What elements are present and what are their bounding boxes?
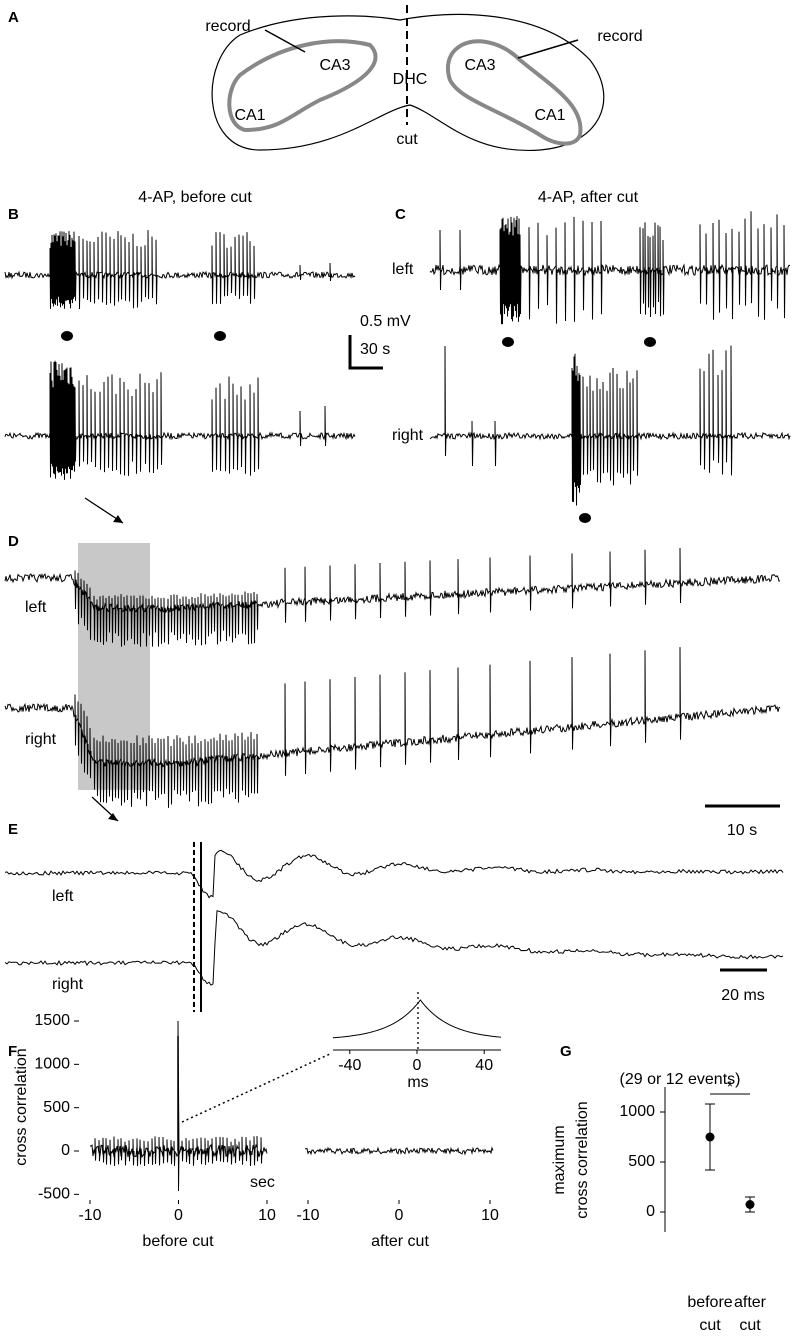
inset-curve	[332, 999, 502, 1039]
diagram-label: record	[597, 28, 642, 45]
x-tick-label: cut	[739, 1317, 761, 1334]
y-tick-label: 1000	[34, 1056, 70, 1073]
trace	[4, 647, 781, 808]
point	[705, 1132, 715, 1142]
panel-label: A	[8, 9, 19, 26]
x-tick-label: after	[734, 1294, 767, 1311]
x-tick-label: -40	[338, 1057, 361, 1074]
x-tick-label: 40	[475, 1057, 493, 1074]
x-tick-label: 10	[258, 1207, 276, 1224]
scale-label: 10 s	[727, 822, 757, 839]
axis-label: maximum	[551, 1125, 568, 1194]
dots	[61, 331, 656, 523]
diagram-label: DHC	[393, 71, 428, 88]
scale-label: 30 s	[360, 341, 390, 358]
x-tick-label: 0	[395, 1207, 404, 1224]
diagram-label: CA1	[534, 107, 565, 124]
trace	[4, 910, 784, 986]
panel-label: E	[8, 821, 18, 838]
x-tick-label: 0	[413, 1057, 422, 1074]
trace	[4, 547, 781, 647]
trace	[429, 211, 791, 325]
panel-label: B	[8, 206, 19, 223]
y-tick-label: 1500	[34, 1012, 70, 1029]
trace-label: right	[392, 427, 424, 444]
axis-label: after cut	[371, 1233, 429, 1250]
y-tick-label: -500	[38, 1186, 70, 1203]
panel-label: F	[8, 1043, 17, 1060]
trace	[4, 230, 356, 309]
diagram-label: CA1	[234, 107, 265, 124]
y-tick-label: 500	[628, 1153, 655, 1170]
trace-label: left	[25, 599, 47, 616]
x-tick-label: -10	[296, 1207, 319, 1224]
brain-diagram	[211, 5, 605, 151]
trace-label: left	[52, 888, 74, 905]
panel-label: D	[8, 533, 19, 550]
significance: *	[727, 1079, 733, 1096]
x-tick-label: cut	[699, 1317, 721, 1334]
axis-label: cross correlation	[574, 1101, 591, 1218]
diagram-label: CA3	[464, 57, 495, 74]
point	[745, 1200, 755, 1209]
scale-bar	[348, 335, 383, 370]
x-tick-label: 10	[481, 1207, 499, 1224]
y-tick-label: 0	[61, 1142, 70, 1159]
trace-label: right	[25, 731, 57, 748]
chart-title: (29 or 12 events)	[620, 1071, 741, 1088]
trace-label: left	[392, 261, 414, 278]
diagram-label: CA3	[319, 57, 350, 74]
x-tick-label: -10	[78, 1207, 101, 1224]
y-tick-label: 0	[646, 1203, 655, 1220]
y-tick-label: 500	[43, 1099, 70, 1116]
trace	[429, 345, 791, 506]
scale-label: 0.5 mV	[360, 313, 411, 330]
diagram-label: cut	[396, 131, 418, 148]
panel-label: G	[560, 1043, 572, 1060]
panel-title: 4-AP, after cut	[538, 189, 639, 206]
x-tick-label: before	[687, 1294, 732, 1311]
panel-label: C	[395, 206, 406, 223]
trace	[4, 849, 784, 899]
x-tick-label: 0	[174, 1207, 183, 1224]
unit-label: sec	[250, 1174, 275, 1191]
axis-label: before cut	[142, 1233, 214, 1250]
axis-label: cross correlation	[13, 1048, 30, 1165]
trace	[305, 1146, 494, 1156]
scale-label: 20 ms	[721, 987, 765, 1004]
axis-label: ms	[407, 1074, 428, 1091]
panel-title: 4-AP, before cut	[138, 189, 252, 206]
trace-label: right	[52, 976, 84, 993]
diagram-label: record	[205, 18, 250, 35]
y-tick-label: 1000	[619, 1103, 655, 1120]
trace	[4, 360, 356, 480]
